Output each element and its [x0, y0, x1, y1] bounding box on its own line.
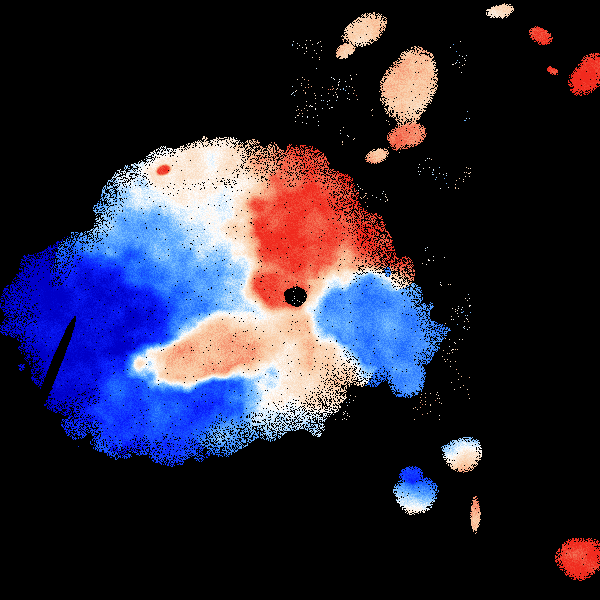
- velocity-map-figure: Velocity Field Map heatmap coolwarm-dive…: [0, 0, 600, 600]
- velocity-field-heatmap: [0, 0, 600, 600]
